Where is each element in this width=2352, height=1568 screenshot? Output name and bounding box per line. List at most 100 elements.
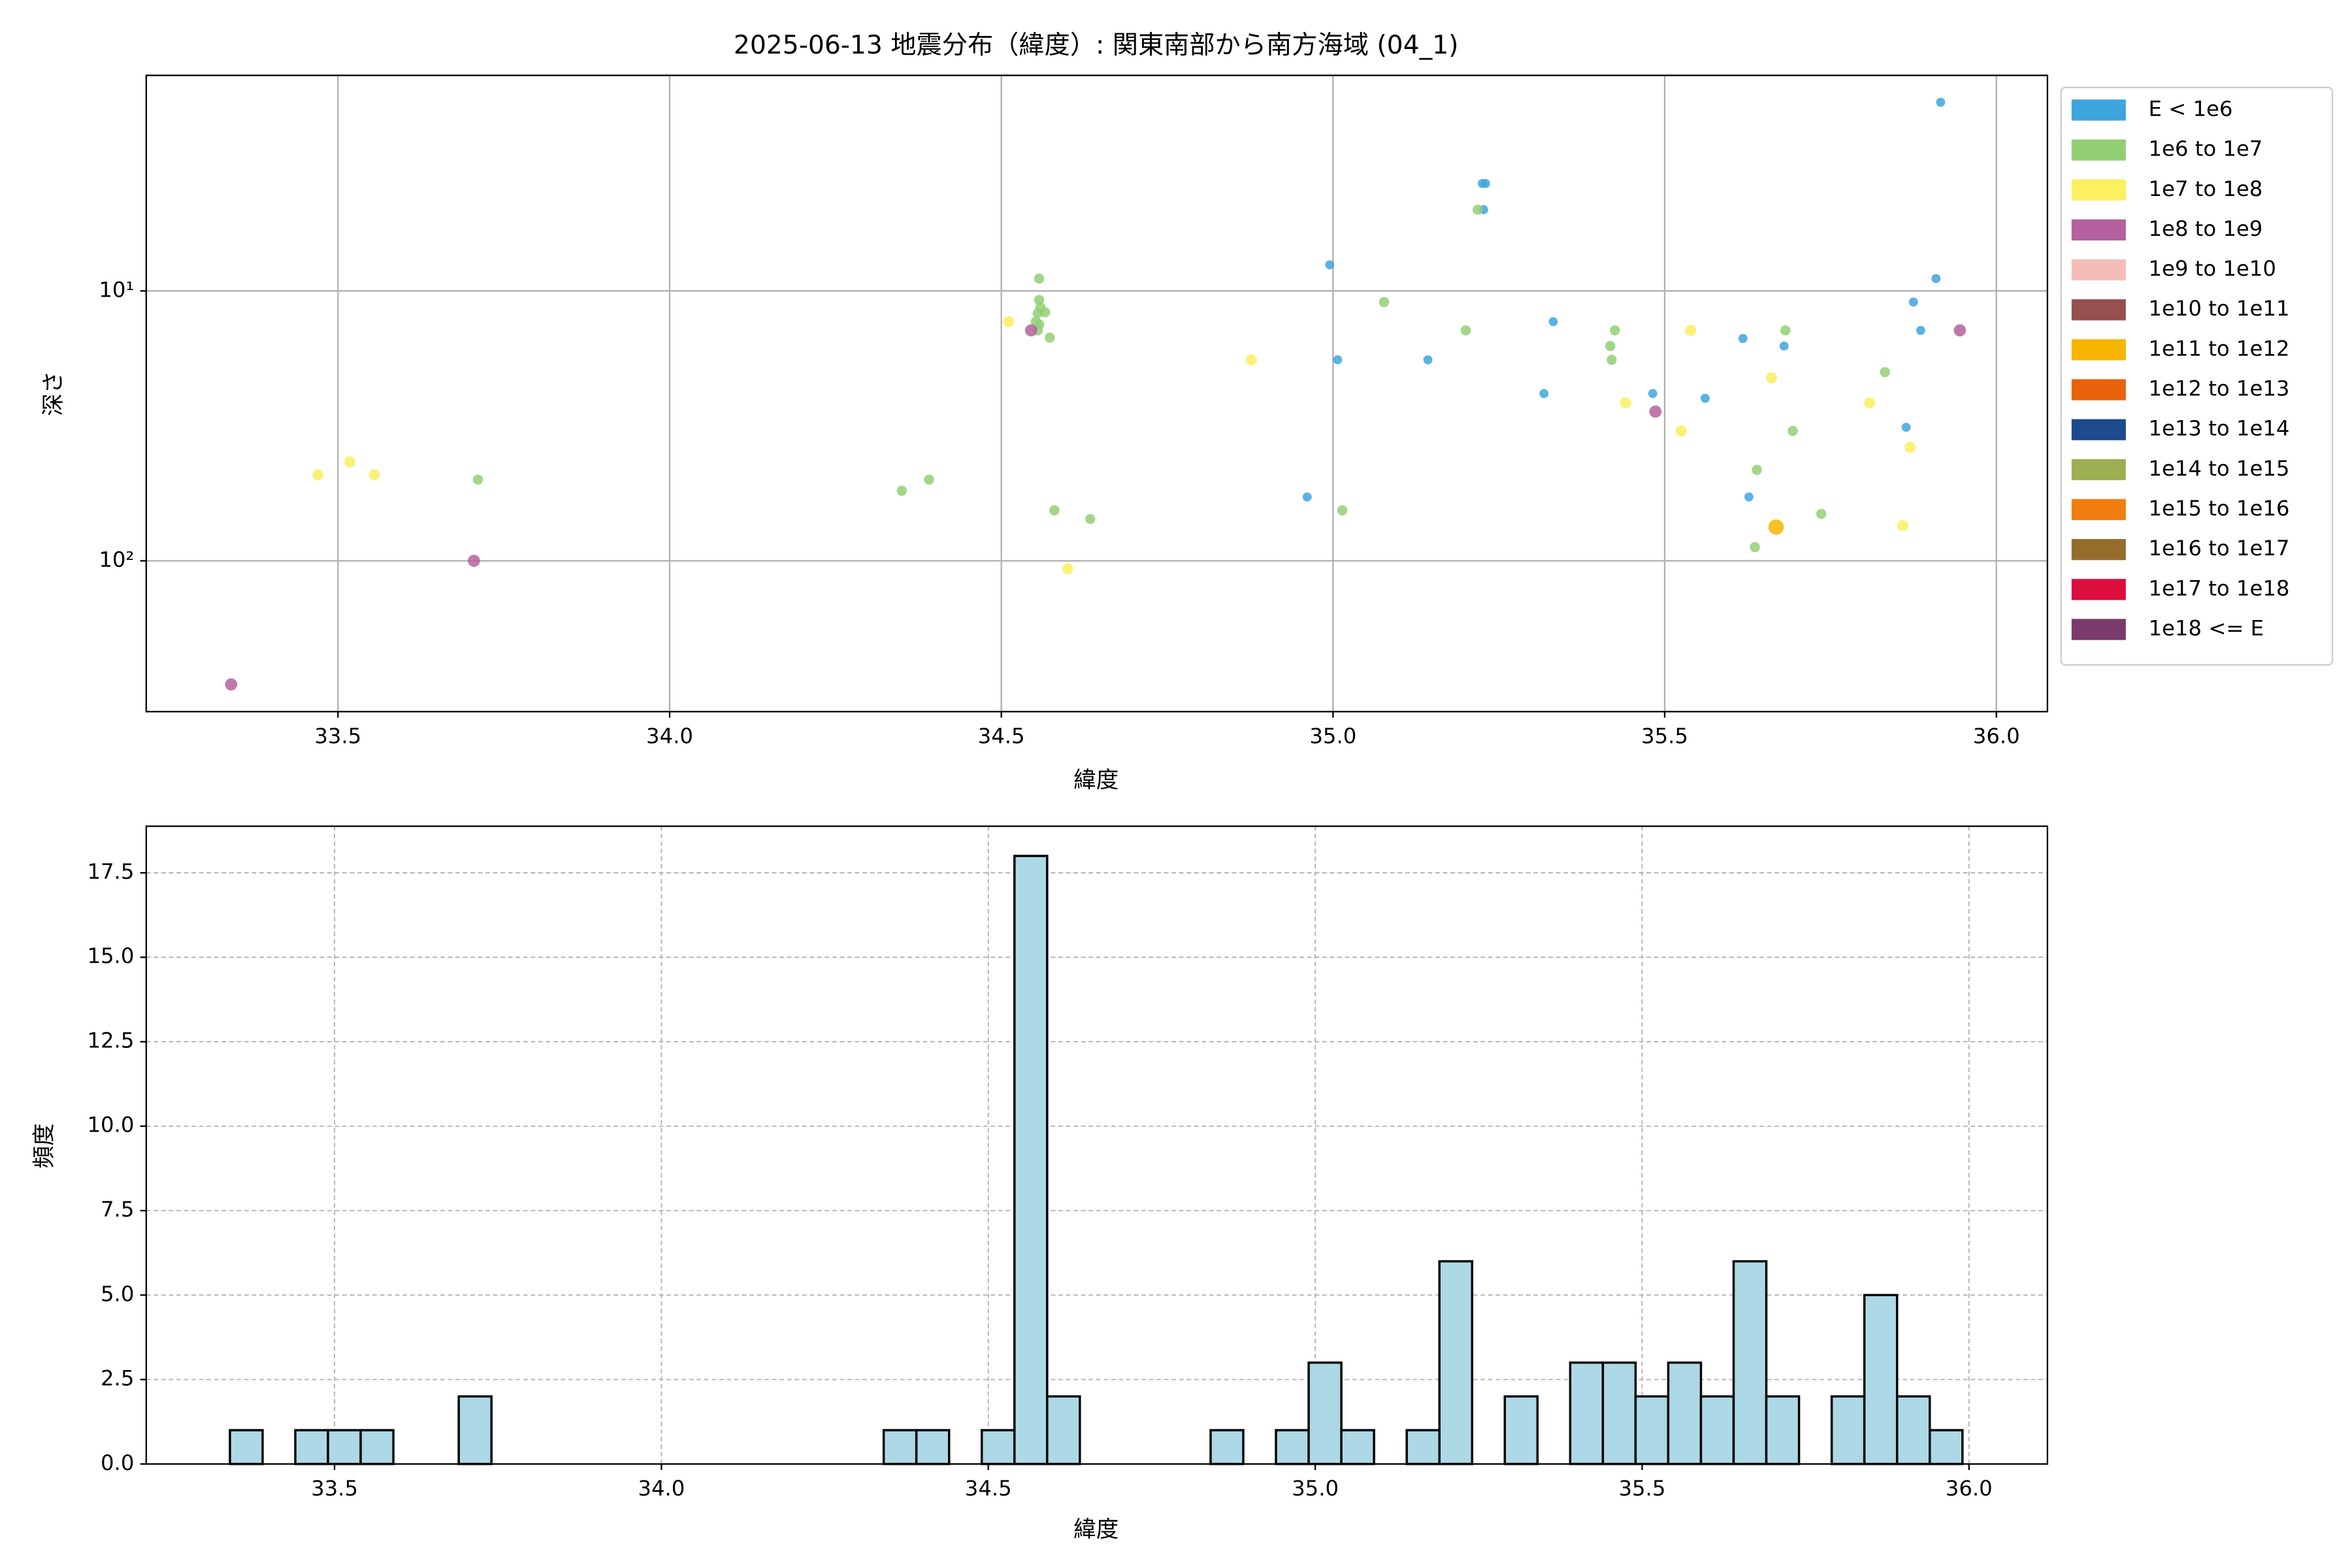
data-point: [1039, 307, 1051, 318]
y-tick-label: 7.5: [101, 1197, 134, 1222]
legend-swatch: [2071, 259, 2126, 281]
bar: [1928, 1429, 1964, 1465]
legend-box: [2060, 86, 2334, 666]
y-tick-label: 2.5: [101, 1366, 134, 1391]
bar: [1667, 1361, 1703, 1465]
legend-label: 1e11 to 1e12: [2148, 336, 2289, 361]
bar: [980, 1429, 1016, 1465]
axes-frame: [145, 74, 2048, 713]
data-point: [344, 456, 356, 468]
bar: [1275, 1429, 1310, 1465]
data-point: [1337, 505, 1348, 515]
legend-swatch: [2071, 498, 2126, 521]
x-tick-label: 35.5: [1641, 723, 1688, 748]
data-point: [1768, 519, 1784, 535]
y-tick-label: 12.5: [87, 1028, 134, 1053]
data-point: [1620, 397, 1631, 409]
y-tick-label: 10¹: [99, 277, 134, 302]
bar: [1405, 1429, 1441, 1465]
data-point: [1675, 425, 1687, 437]
legend-swatch: [2071, 339, 2126, 361]
bar: [1569, 1361, 1605, 1465]
legend-swatch: [2071, 379, 2126, 400]
data-point: [1062, 563, 1073, 575]
data-point: [1423, 355, 1433, 365]
legend-swatch: [2071, 299, 2126, 321]
bar: [1895, 1395, 1931, 1465]
legend-label: 1e18 <= E: [2148, 615, 2264, 640]
bar: [294, 1429, 329, 1465]
x-axis-label: 緯度: [1073, 1516, 1119, 1543]
bar: [1634, 1395, 1670, 1465]
bar: [457, 1395, 493, 1465]
data-point: [1880, 367, 1890, 378]
legend-label: 1e8 to 1e9: [2148, 216, 2262, 241]
bar: [229, 1429, 264, 1465]
x-tick-label: 34.0: [646, 723, 693, 748]
data-point: [472, 474, 483, 485]
bar: [359, 1429, 395, 1465]
legend-label: 1e16 to 1e17: [2148, 536, 2289, 561]
y-tick-label: 10²: [99, 547, 134, 572]
legend-swatch: [2071, 459, 2126, 480]
x-tick-label: 36.0: [1973, 723, 2020, 748]
data-point: [1779, 341, 1789, 351]
data-point: [1472, 204, 1483, 215]
bar: [1013, 855, 1049, 1465]
legend-label: 1e15 to 1e16: [2148, 496, 2289, 521]
legend-label: 1e17 to 1e18: [2148, 576, 2289, 600]
y-axis-label: 深さ: [41, 371, 67, 416]
x-tick-label: 35.5: [1618, 1476, 1665, 1501]
data-point: [1953, 324, 1967, 337]
data-point: [1607, 355, 1617, 365]
legend-swatch: [2071, 219, 2126, 241]
y-tick-label: 5.0: [101, 1281, 134, 1306]
legend-swatch: [2071, 139, 2126, 161]
bar: [1438, 1260, 1473, 1465]
legend-swatch: [2071, 179, 2126, 201]
data-point: [1302, 492, 1312, 502]
x-axis-label: 緯度: [1073, 767, 1119, 793]
legend-swatch: [2071, 619, 2126, 640]
data-point: [1245, 354, 1257, 366]
bar: [1765, 1395, 1801, 1465]
data-point: [1610, 325, 1620, 336]
data-point: [1024, 324, 1037, 337]
legend-label: 1e14 to 1e15: [2148, 456, 2289, 481]
data-point: [1460, 325, 1471, 336]
x-tick-label: 34.0: [638, 1476, 685, 1501]
data-point: [1738, 334, 1748, 343]
x-tick-label: 35.0: [1292, 1476, 1339, 1501]
data-point: [1901, 423, 1911, 432]
legend-label: 1e13 to 1e14: [2148, 416, 2289, 441]
data-point: [225, 678, 238, 691]
data-point: [1864, 397, 1876, 409]
data-point: [1648, 389, 1658, 399]
data-point: [1788, 425, 1798, 436]
data-point: [1685, 325, 1697, 336]
data-point: [1897, 519, 1909, 531]
bar: [1503, 1395, 1539, 1465]
legend-swatch: [2071, 579, 2126, 600]
data-point: [1548, 317, 1558, 327]
data-point: [1085, 514, 1096, 525]
bar: [915, 1429, 951, 1465]
legend-label: 1e10 to 1e11: [2148, 296, 2289, 321]
data-point: [896, 485, 907, 496]
data-point: [1049, 505, 1060, 515]
bar: [1699, 1395, 1735, 1465]
bar: [1307, 1361, 1343, 1465]
data-point: [312, 469, 324, 481]
data-point: [1325, 260, 1335, 270]
data-point: [1936, 97, 1946, 107]
y-tick-label: 0.0: [101, 1450, 134, 1475]
bar: [882, 1429, 918, 1465]
data-point: [1904, 442, 1916, 453]
x-tick-label: 34.5: [978, 723, 1025, 748]
legend-label: 1e12 to 1e13: [2148, 376, 2289, 401]
legend-label: E < 1e6: [2148, 96, 2232, 121]
data-point: [1045, 333, 1055, 343]
legend-swatch: [2071, 539, 2126, 561]
